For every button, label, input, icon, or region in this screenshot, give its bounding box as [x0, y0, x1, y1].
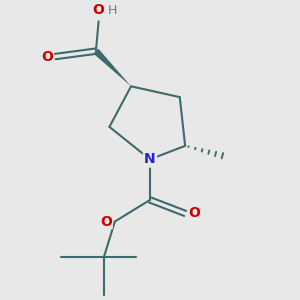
Text: O: O — [100, 214, 112, 229]
Text: O: O — [188, 206, 200, 220]
Text: N: N — [144, 152, 156, 166]
Text: O: O — [93, 3, 104, 17]
Text: O: O — [41, 50, 53, 64]
Text: H: H — [107, 4, 117, 17]
Polygon shape — [93, 49, 131, 86]
